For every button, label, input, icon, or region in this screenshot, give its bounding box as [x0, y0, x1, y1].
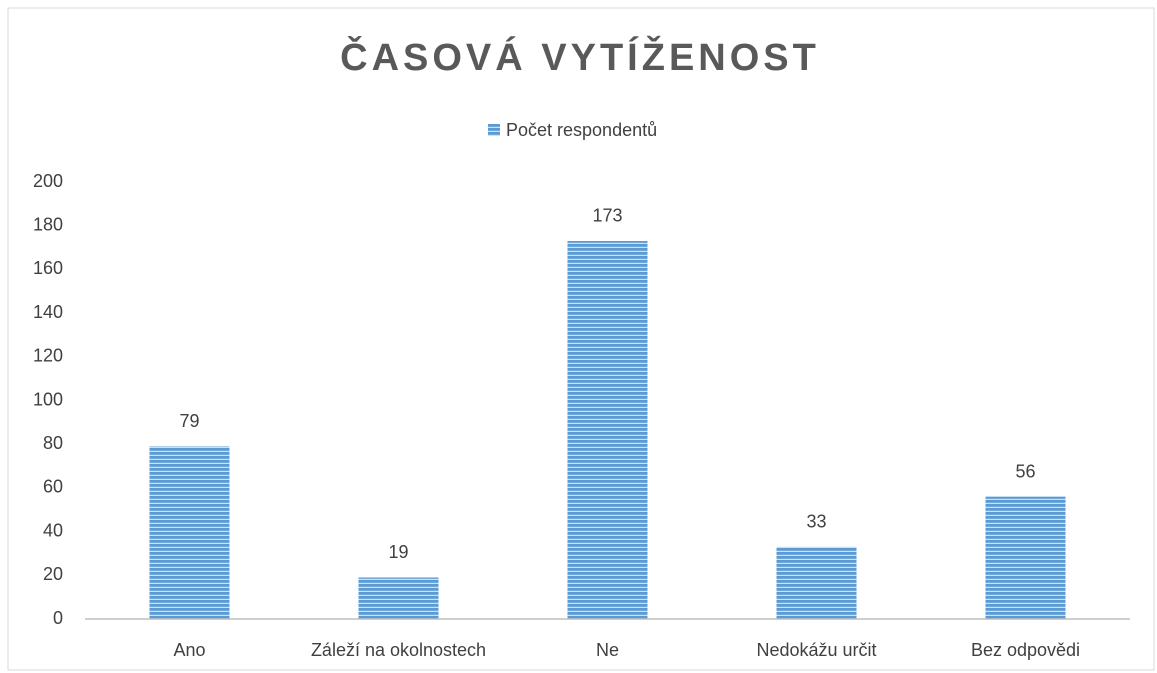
legend-swatch — [488, 124, 500, 136]
y-tick-label: 0 — [53, 608, 63, 628]
x-tick-label: Ano — [173, 640, 205, 660]
y-tick-label: 200 — [33, 171, 63, 191]
bar — [776, 546, 857, 619]
data-label: 33 — [806, 512, 826, 532]
data-label: 173 — [592, 206, 622, 226]
chart-title: ČASOVÁ VYTÍŽENOST — [340, 34, 820, 79]
y-tick-label: 20 — [43, 564, 63, 584]
legend-label: Počet respondentů — [506, 120, 657, 140]
y-tick-label: 140 — [33, 302, 63, 322]
bar — [149, 446, 230, 619]
bar — [567, 240, 648, 619]
data-label: 79 — [179, 411, 199, 431]
y-tick-label: 100 — [33, 389, 63, 409]
data-label: 19 — [388, 542, 408, 562]
x-tick-label: Nedokážu určit — [756, 640, 876, 660]
data-label: 56 — [1015, 461, 1035, 481]
x-tick-label: Bez odpovědi — [971, 640, 1080, 660]
y-tick-label: 40 — [43, 520, 63, 540]
y-tick-label: 120 — [33, 346, 63, 366]
bar — [358, 577, 439, 619]
bar — [985, 496, 1066, 619]
y-tick-label: 180 — [33, 214, 63, 234]
y-tick-label: 160 — [33, 258, 63, 278]
x-tick-label: Záleží na okolnostech — [311, 640, 486, 660]
y-tick-label: 80 — [43, 433, 63, 453]
y-tick-label: 60 — [43, 477, 63, 497]
x-tick-label: Ne — [596, 640, 619, 660]
